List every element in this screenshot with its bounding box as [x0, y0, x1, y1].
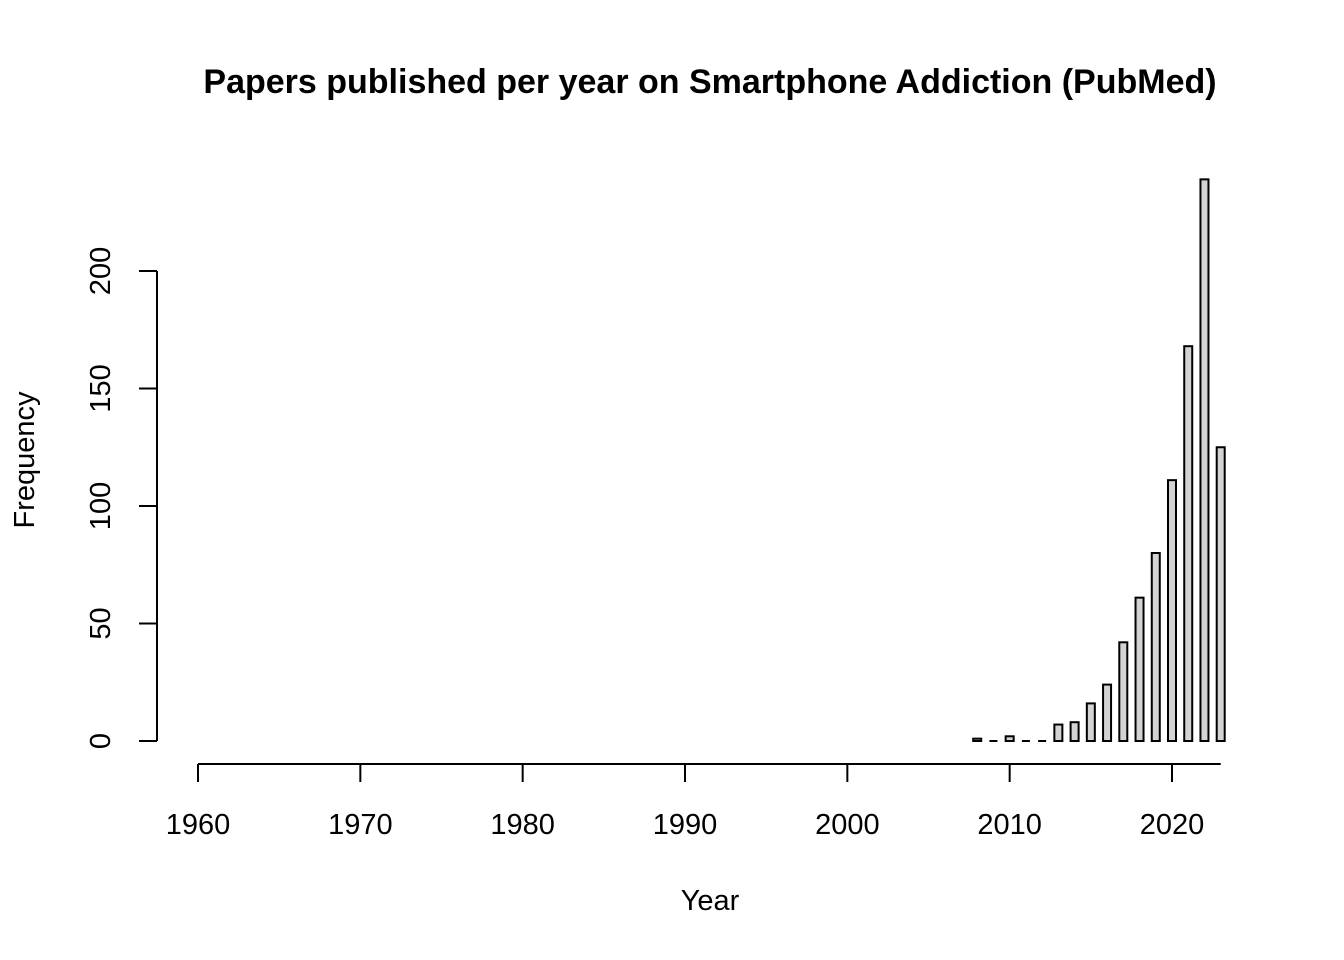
x-tick-label: 1970 — [328, 809, 393, 841]
x-axis-label: Year — [681, 885, 740, 917]
bar-2018 — [1134, 596, 1145, 743]
x-tick-label: 2010 — [977, 809, 1042, 841]
bar-2008 — [972, 737, 983, 743]
y-tick-label: 50 — [85, 607, 117, 639]
bar-2016 — [1102, 683, 1113, 742]
bar-2013 — [1053, 723, 1064, 742]
bar-2023 — [1215, 446, 1226, 742]
bar-2022 — [1199, 178, 1210, 743]
x-tick-label: 1980 — [490, 809, 555, 841]
y-tick-label: 0 — [85, 733, 117, 749]
bar-2019 — [1150, 552, 1161, 742]
x-axis: 1960 1970 1980 1990 2000 2010 2020 — [166, 763, 1221, 841]
y-tick-label: 200 — [85, 247, 117, 295]
bar-2010 — [1004, 735, 1015, 742]
y-axis: 0 50 100 150 200 — [85, 247, 158, 749]
y-tick-label: 100 — [85, 482, 117, 530]
bar-2014 — [1069, 721, 1080, 743]
y-tick-label: 150 — [85, 364, 117, 412]
y-axis-label: Frequency — [9, 391, 41, 529]
x-tick-label: 1990 — [653, 809, 718, 841]
bar-2015 — [1085, 702, 1096, 743]
chart-title: Papers published per year on Smartphone … — [203, 63, 1216, 101]
bar-2020 — [1167, 479, 1177, 742]
bar-2017 — [1118, 641, 1129, 742]
bar-2021 — [1183, 345, 1194, 742]
x-tick-label: 2020 — [1140, 809, 1205, 841]
x-tick-label: 1960 — [166, 809, 231, 841]
x-tick-label: 2000 — [815, 809, 880, 841]
bars-group — [972, 178, 1226, 743]
